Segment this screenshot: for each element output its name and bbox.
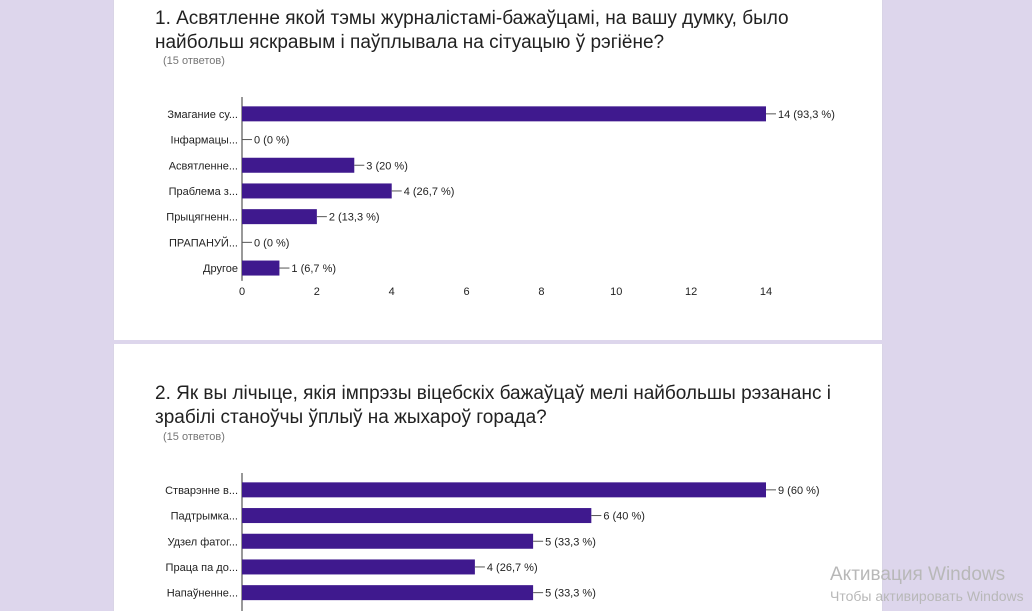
- category-label: Другое: [203, 263, 238, 275]
- value-label: 2 (13,3 %): [329, 212, 380, 224]
- x-tick-label: 10: [610, 286, 622, 298]
- bar: [242, 585, 534, 601]
- question-title-1: 1. Асвятленне якой тэмы журналістамі-баж…: [155, 8, 789, 53]
- x-tick-label: 12: [685, 286, 697, 298]
- bar: [242, 559, 475, 575]
- value-label: 5 (33,3 %): [545, 536, 596, 548]
- bar: [242, 482, 766, 498]
- value-label: 14 (93,3 %): [778, 109, 835, 121]
- response-count-1: (15 ответов): [163, 55, 225, 67]
- question-title-2: 2. Як вы лічыце, якія імпрэзы віцебскіх …: [155, 383, 831, 428]
- category-label: Напаўненне...: [167, 588, 238, 600]
- value-label: 5 (33,3 %): [545, 588, 596, 600]
- category-label: Праца па до...: [166, 562, 238, 574]
- question-card-2: 2. Як вы лічыце, якія імпрэзы віцебскіх …: [113, 344, 883, 611]
- category-label: Стварэнне в...: [165, 485, 238, 497]
- value-label: 1 (6,7 %): [291, 263, 336, 275]
- x-tick-label: 2: [314, 286, 320, 298]
- category-label: Змагание су...: [167, 109, 238, 121]
- value-label: 0 (0 %): [254, 135, 289, 147]
- bar-chart-2: Стварэнне в... 9 (60 %) Падтрымка... 6 (40 …: [165, 473, 820, 611]
- category-label: Праблема з...: [169, 186, 238, 198]
- x-tick-label: 14: [760, 286, 772, 298]
- bar: [242, 209, 317, 225]
- x-tick-label: 8: [538, 286, 544, 298]
- bar: [242, 260, 280, 276]
- x-tick-label: 4: [389, 286, 395, 298]
- question-card-1: 1. Асвятленне якой тэмы журналістамі-баж…: [113, 0, 883, 340]
- bar: [242, 508, 592, 524]
- bar: [242, 157, 355, 173]
- x-tick-label: 6: [464, 286, 470, 298]
- bar-chart-1: Змагание су... 14 (93,3 %) Інфармацы... 0 (…: [166, 97, 835, 298]
- bar: [242, 183, 392, 199]
- value-label: 6 (40 %): [603, 511, 645, 523]
- value-label: 3 (20 %): [366, 160, 408, 172]
- value-label: 9 (60 %): [778, 485, 820, 497]
- response-count-2: (15 ответов): [163, 431, 225, 443]
- category-label: Інфармацы...: [171, 135, 238, 147]
- category-label: Асвятленне...: [169, 160, 238, 172]
- category-label: Удзел фатог...: [168, 536, 239, 548]
- x-tick-label: 0: [239, 286, 245, 298]
- category-label: Прыцягненн...: [166, 212, 238, 224]
- bar: [242, 533, 534, 549]
- value-label: 0 (0 %): [254, 237, 289, 249]
- value-label: 4 (26,7 %): [487, 562, 538, 574]
- category-label: Падтрымка...: [171, 511, 238, 523]
- category-label: ПРАПАНУЙ...: [169, 236, 238, 249]
- value-label: 4 (26,7 %): [404, 186, 455, 198]
- bar: [242, 106, 766, 122]
